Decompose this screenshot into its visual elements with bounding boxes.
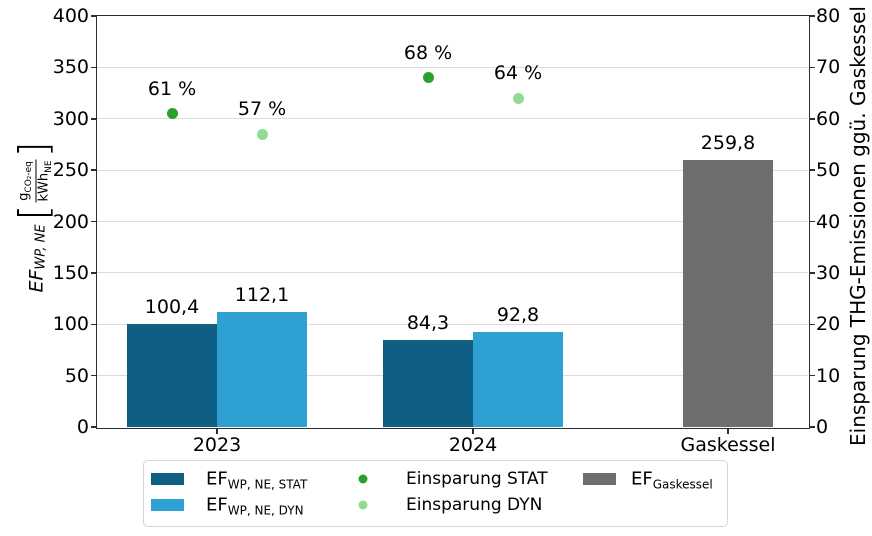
left-tick-label: 300 (52, 107, 89, 130)
gridline (97, 118, 808, 120)
gridline (97, 221, 808, 222)
bar-value-label: 92,8 (496, 303, 540, 326)
left-tick-label: 200 (52, 210, 89, 233)
left-tick-label: 150 (52, 261, 89, 284)
left-tick-label: 350 (52, 56, 89, 79)
legend-swatch-ef-dyn (151, 499, 184, 511)
bar-EF_Gaskessel (683, 160, 773, 427)
point-Einsparung_DYN (256, 128, 268, 140)
x-tick-label: 2024 (448, 434, 498, 456)
right-tick-label: 20 (816, 313, 841, 336)
x-tick (216, 427, 218, 434)
bar-value-label: 84,3 (406, 312, 450, 335)
right-tick (808, 272, 815, 274)
legend-dot-einsparung-stat (358, 474, 368, 483)
percent-label: 61 % (147, 77, 197, 100)
bar-EF_WP_NE_STAT (127, 323, 217, 427)
left-tick (90, 426, 97, 428)
x-tick (472, 427, 474, 434)
left-tick (90, 374, 97, 377)
right-tick-label: 10 (816, 364, 841, 387)
right-tick (808, 374, 815, 377)
right-tick (808, 118, 815, 120)
bar-value-label: 100,4 (144, 295, 200, 318)
right-axis-title: Einsparung THG-Emissionen ggü. Gaskessel (846, 6, 870, 446)
right-tick (808, 426, 815, 428)
left-tick (90, 66, 97, 69)
legend-label-ef-dyn: EFWP, NE, DYN (206, 494, 304, 518)
legend-label-ef-gaskessel: EFGaskessel (631, 468, 713, 491)
bar-EF_WP_NE_STAT (383, 340, 473, 427)
percent-label: 68 % (403, 41, 453, 64)
legend-label-ef-stat: EFWP, NE, STAT (206, 468, 308, 491)
percent-label: 57 % (237, 98, 287, 121)
left-tick-label: 50 (64, 364, 89, 387)
right-tick-label: 50 (816, 159, 841, 182)
right-tick (808, 66, 815, 69)
right-tick (808, 323, 815, 325)
right-tick-label: 60 (816, 107, 841, 130)
left-tick-label: 250 (52, 159, 89, 182)
left-tick-label: 100 (52, 313, 89, 336)
percent-label: 64 % (493, 62, 543, 85)
left-tick (90, 272, 97, 274)
x-tick-label: Gaskessel (680, 434, 776, 456)
gridline (97, 323, 808, 325)
gridline (97, 66, 808, 68)
right-tick-label: 70 (816, 56, 841, 79)
legend-label-einsparung-dyn: Einsparung DYN (406, 495, 543, 515)
legend-label-einsparung-stat: Einsparung STAT (406, 468, 548, 489)
left-tick (90, 169, 97, 171)
chart-legend: EFWP, NE, STAT EFWP, NE, DYN Einsparung … (143, 460, 728, 527)
right-tick (808, 15, 815, 17)
legend-swatch-ef-gaskessel (583, 472, 616, 485)
gridline (97, 169, 808, 171)
gridline (97, 272, 808, 274)
left-tick (90, 118, 97, 120)
right-tick (808, 169, 815, 171)
left-tick-label: 0 (76, 416, 89, 438)
left-tick-label: 400 (52, 5, 89, 27)
legend-swatch-ef-stat (151, 472, 184, 485)
right-tick-label: 0 (816, 416, 829, 438)
legend-dot-einsparung-dyn (358, 500, 368, 510)
bar-EF_WP_NE_DYN (217, 311, 307, 427)
bar-value-label: 259,8 (700, 132, 756, 155)
point-Einsparung_STAT (422, 72, 434, 84)
right-tick-label: 80 (816, 5, 841, 27)
left-tick (90, 15, 97, 17)
point-Einsparung_DYN (512, 92, 524, 104)
left-tick (90, 220, 97, 223)
right-tick-label: 30 (816, 261, 841, 284)
bar-EF_WP_NE_DYN (473, 331, 563, 427)
point-Einsparung_STAT (166, 108, 178, 120)
bar-value-label: 112,1 (234, 283, 290, 306)
right-tick-label: 40 (816, 210, 841, 233)
left-tick (90, 323, 97, 325)
right-tick (808, 220, 815, 223)
x-tick-label: 2023 (192, 434, 242, 456)
x-tick (727, 427, 729, 434)
